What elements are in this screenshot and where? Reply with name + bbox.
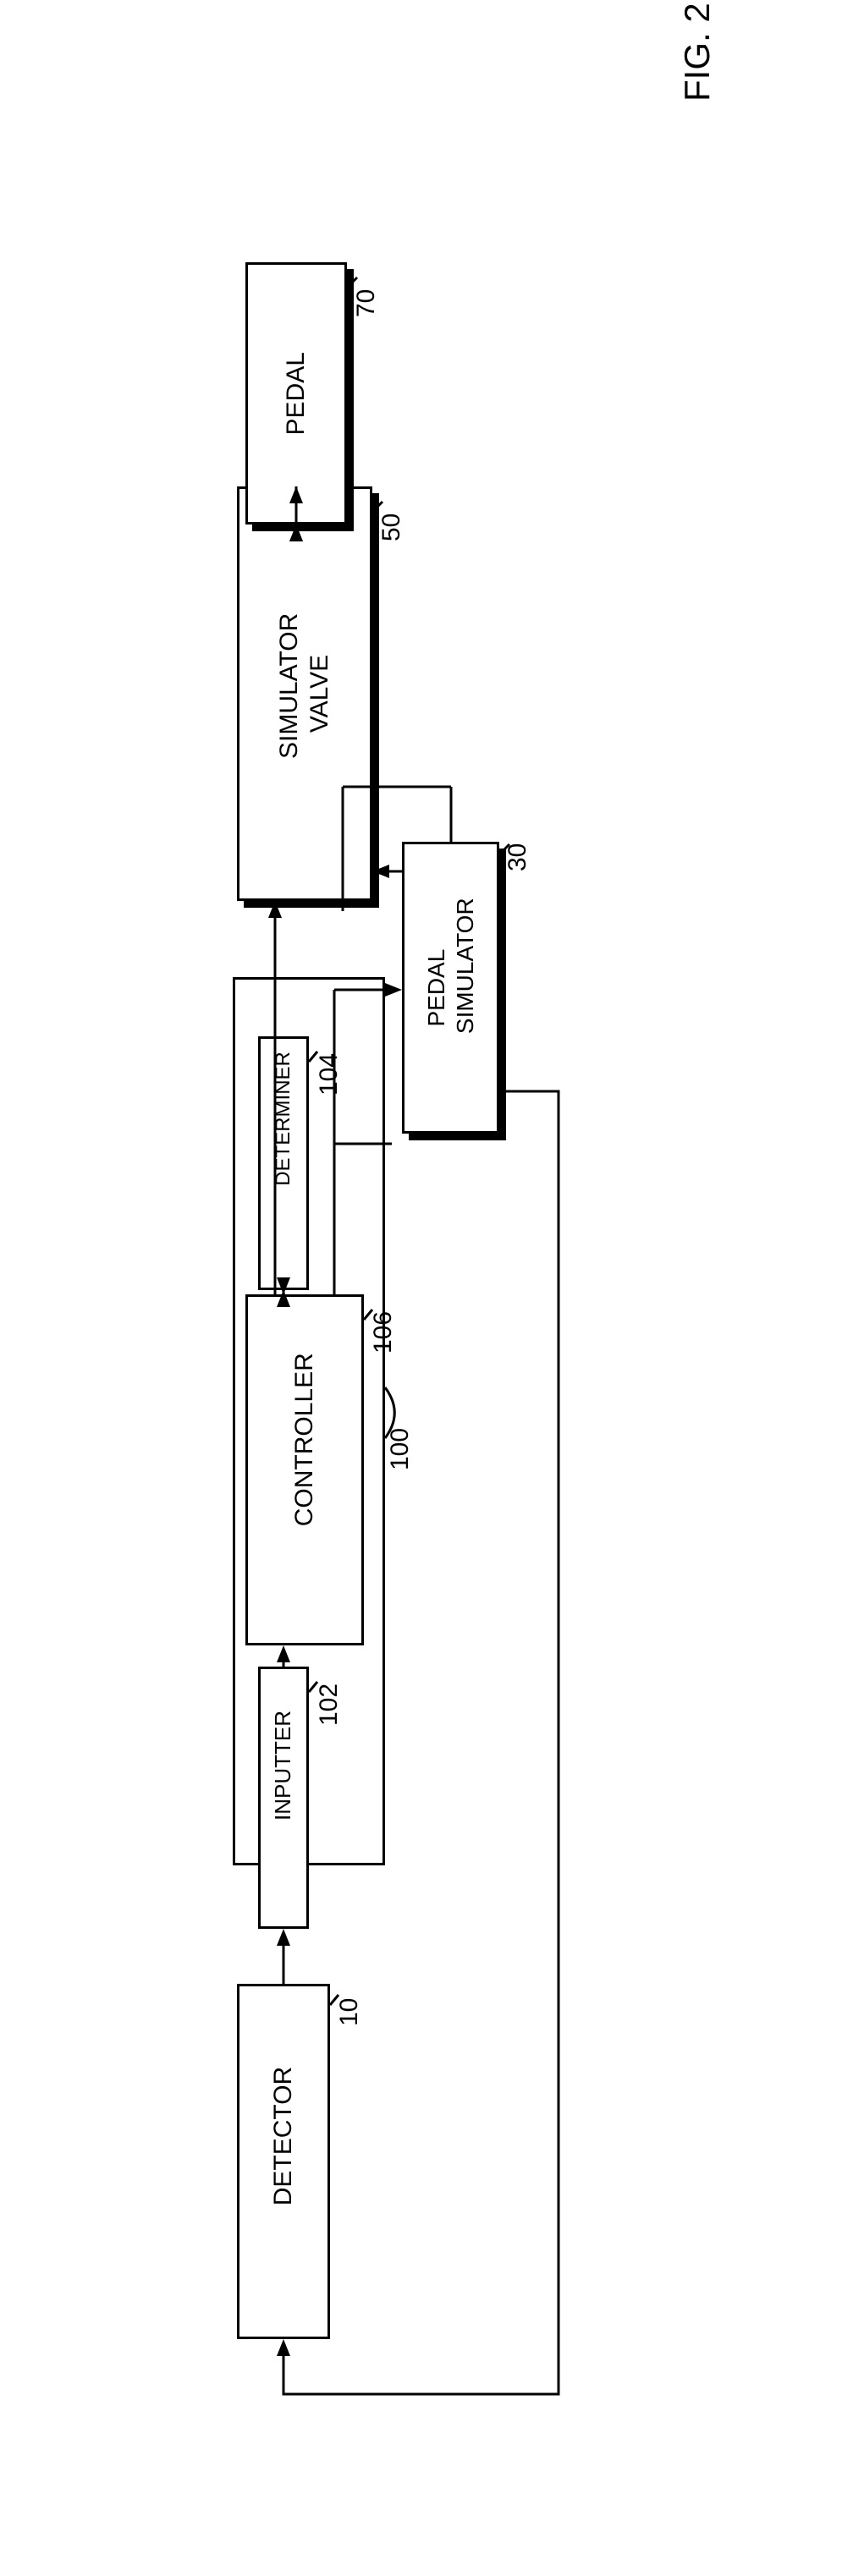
page: FIG. 2 100 DETECTOR 10 INPUTTER 102 CONT…: [0, 0, 842, 2576]
pedal-label: PEDAL: [282, 345, 311, 442]
simvalve-box: SIMULATOR VALVE: [237, 486, 372, 901]
controller-box: CONTROLLER: [245, 1294, 364, 1645]
figure-title: FIG. 2: [677, 3, 718, 102]
ref-70: 70: [352, 289, 381, 317]
detector-label: DETECTOR: [269, 2114, 299, 2209]
determiner-box: DETERMINER: [258, 1036, 309, 1290]
inputter-label: INPUTTER: [271, 1771, 296, 1824]
pedalsim-box: PEDAL SIMULATOR: [402, 842, 499, 1134]
ref-50: 50: [377, 514, 406, 541]
determiner-label: DETERMINER: [272, 1137, 295, 1189]
ref-10: 10: [335, 1998, 364, 2026]
ref-30: 30: [504, 843, 532, 871]
pedalsim-label: PEDAL SIMULATOR: [422, 938, 479, 1037]
inputter-box: INPUTTER: [258, 1667, 309, 1929]
ref-102: 102: [315, 1683, 344, 1726]
connector-lines: [0, 0, 842, 2576]
ref-104: 104: [315, 1053, 344, 1096]
controller-label: CONTROLLER: [290, 1410, 320, 1530]
ref-100: 100: [386, 1428, 415, 1470]
pedal-box: PEDAL: [245, 262, 347, 525]
ref-106: 106: [369, 1311, 398, 1354]
simvalve-label: SIMULATOR VALVE: [274, 625, 335, 762]
detector-box: DETECTOR: [237, 1984, 330, 2339]
